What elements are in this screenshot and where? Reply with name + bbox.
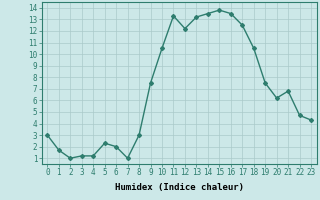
X-axis label: Humidex (Indice chaleur): Humidex (Indice chaleur)	[115, 183, 244, 192]
